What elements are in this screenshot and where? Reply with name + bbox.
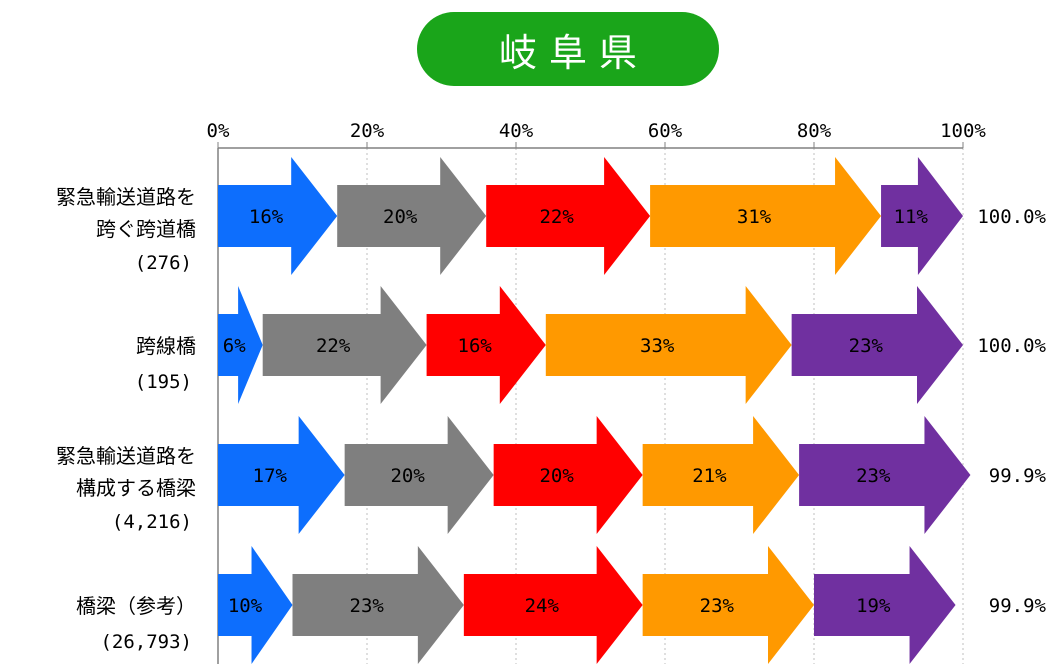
bar-arrow [262, 286, 427, 404]
bar-arrow [463, 546, 643, 664]
row-total: 100.0% [977, 206, 1046, 228]
data-label: 23% [350, 595, 385, 617]
x-tick-label: 80% [797, 120, 832, 142]
x-tick-label: 100% [940, 120, 986, 142]
data-label: 6% [223, 335, 246, 357]
bar-arrow [337, 157, 487, 275]
data-label: 22% [316, 335, 351, 357]
data-label: 11% [894, 206, 929, 228]
data-label: 23% [700, 595, 735, 617]
data-label: 20% [390, 465, 425, 487]
data-label: 20% [539, 465, 574, 487]
x-tick-label: 0% [207, 120, 230, 142]
category-label: 橋梁（参考） [76, 594, 196, 618]
category-count: (195) [135, 371, 192, 393]
x-tick-label: 60% [648, 120, 683, 142]
bar-arrow [642, 546, 814, 664]
data-label: 10% [228, 595, 263, 617]
row-total: 100.0% [977, 335, 1046, 357]
bar-arrow [218, 157, 338, 275]
category-label: 緊急輸送道路を [56, 444, 196, 468]
bar-arrow [426, 286, 546, 404]
data-label: 19% [856, 595, 891, 617]
bar-arrow [799, 416, 971, 534]
data-label: 17% [253, 465, 288, 487]
row-total: 99.9% [989, 465, 1047, 487]
category-count: (26,793) [100, 631, 192, 653]
bar-arrow [218, 416, 345, 534]
x-tick-label: 20% [350, 120, 385, 142]
bar-arrow [881, 157, 963, 275]
data-label: 22% [539, 206, 574, 228]
bar-arrow [486, 157, 651, 275]
category-label: 跨線橋 [136, 334, 196, 358]
chart-title: 岐阜県 [498, 30, 649, 75]
category-label: 跨ぐ跨道橋 [96, 217, 196, 241]
category-count: (4,216) [112, 511, 192, 533]
data-label: 24% [525, 595, 560, 617]
data-label: 33% [640, 335, 675, 357]
data-label: 16% [458, 335, 493, 357]
category-label: 緊急輸送道路を [56, 185, 196, 209]
row-total: 99.9% [989, 595, 1047, 617]
bar-arrow [814, 546, 956, 664]
bar-arrow [218, 546, 293, 664]
data-label: 31% [737, 206, 772, 228]
bar-arrow [218, 286, 263, 404]
data-label: 21% [692, 465, 727, 487]
bar-arrow [493, 416, 643, 534]
bar-arrow [642, 416, 800, 534]
data-label: 20% [383, 206, 418, 228]
x-tick-label: 40% [499, 120, 534, 142]
bar-arrow [344, 416, 494, 534]
title-badge: 岐阜県 [417, 12, 719, 86]
bar-arrow [650, 157, 882, 275]
bar-arrow [545, 286, 792, 404]
bar-arrow [791, 286, 963, 404]
data-label: 23% [849, 335, 884, 357]
data-label: 23% [856, 465, 891, 487]
category-label: 構成する橋梁 [76, 476, 196, 500]
data-label: 16% [249, 206, 284, 228]
bar-arrow [292, 546, 464, 664]
category-count: (276) [135, 252, 192, 274]
